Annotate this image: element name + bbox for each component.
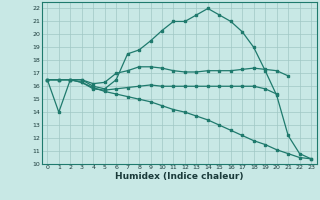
X-axis label: Humidex (Indice chaleur): Humidex (Indice chaleur) — [115, 172, 244, 181]
